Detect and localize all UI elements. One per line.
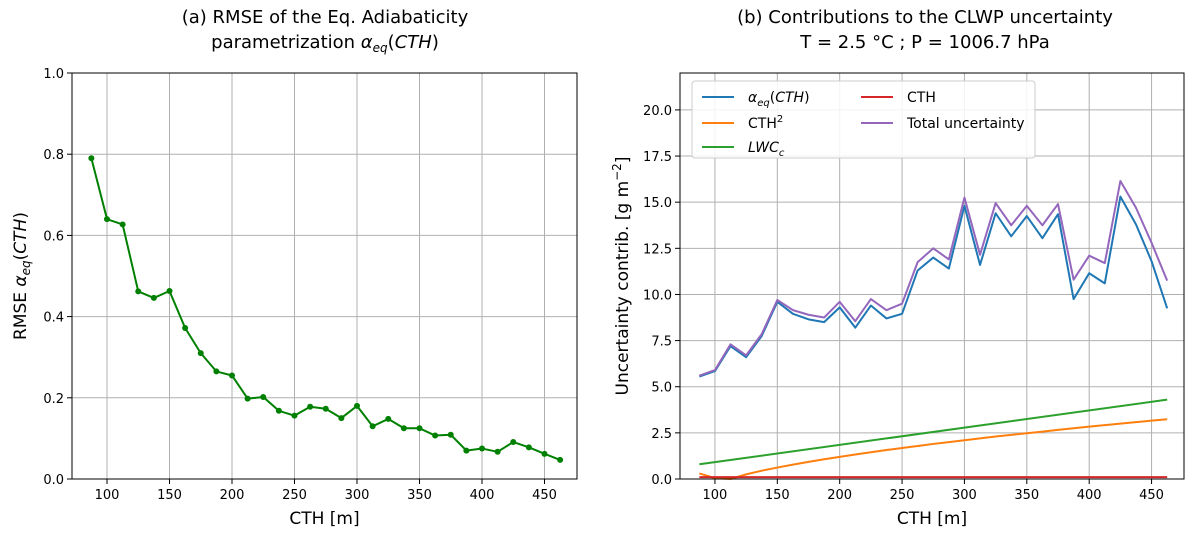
panel-a-ytick-label: 0.4 [43, 311, 64, 326]
panel-a-title-line2-text: parametrization [211, 32, 361, 53]
panel-b-ytick-label: 12.5 [643, 242, 672, 257]
legend-box [691, 80, 1036, 159]
panel-a-xtick-label: 450 [532, 488, 557, 503]
panel-a-ytick-label: 0.0 [43, 473, 64, 488]
panel-a-xtick-label: 300 [345, 488, 370, 503]
panel-b-series-2-line [699, 398, 1168, 466]
panel-a-data-point [88, 155, 95, 162]
panel-b-ytick-label: 20.0 [643, 104, 672, 119]
panel-b-xtick-label: 150 [765, 488, 790, 503]
panel-b-xtick-label: 350 [1014, 488, 1039, 503]
panel-b-ytick-label: 7.5 [651, 335, 672, 350]
panel-a-data-point [525, 444, 532, 451]
panel-a-data-point [385, 415, 392, 422]
panel-a-ticks: 100 150 200 250 300 350 400 450 0.0 0.2 0.4 0.6 0.8 1… [43, 67, 557, 503]
panel-a-data-point [416, 425, 423, 432]
panel-a-xlabel: CTH [m] [289, 509, 359, 529]
panel-a-data-point [322, 405, 329, 412]
panel-b-xtick-label: 450 [1139, 488, 1164, 503]
panel-a-data-point [213, 368, 220, 375]
panel-a-ytick-label: 0.2 [43, 392, 64, 407]
panel-b-ylabel: Uncertainty contrib. [g m−2] [610, 157, 633, 396]
panel-b-series-4-line [699, 179, 1169, 377]
panel-a-series-0-line [90, 158, 561, 461]
panel-b-xtick-label: 300 [952, 488, 977, 503]
panel-a-data-point [307, 403, 314, 410]
panel-a-data-point [150, 294, 157, 301]
legend-label-cth2: CTH2 [748, 114, 783, 132]
panel-b-ytick-label: 5.0 [651, 381, 672, 396]
panel-a-data-point [135, 288, 142, 295]
panel-a-xtick-label: 400 [470, 488, 495, 503]
panel-a-data-point [260, 393, 267, 400]
panel-a-xtick-label: 350 [407, 488, 432, 503]
legend-label-total: Total uncertainty [906, 116, 1025, 132]
panel-a-data-point [197, 350, 204, 357]
panel-b-ytick-label: 0.0 [651, 473, 672, 488]
panel-a-data-point [104, 216, 110, 223]
panel-b-xtick-label: 400 [1077, 488, 1102, 503]
panel-a-xtick-label: 250 [282, 488, 307, 503]
panel-b-series-0-line [699, 195, 1169, 378]
panel-a-data-point [479, 445, 485, 452]
panel-a-ytick-label: 1.0 [43, 67, 64, 82]
panel-b-frame [679, 72, 1185, 480]
panel-a-data-point [338, 415, 345, 422]
panel-b-ytick-label: 2.5 [651, 427, 672, 442]
panel-a-data-point [541, 450, 548, 457]
panel-a-xtick-label: 150 [157, 488, 182, 503]
panel-a-data-point [400, 425, 407, 432]
panel-a-ylabel-text: RMSE [11, 287, 31, 340]
panel-a-title-line2: parametrization αeq(CTH) [211, 32, 439, 55]
panel-a-data-point [166, 288, 173, 295]
panel-a-data-point [447, 431, 454, 438]
panel-a-xtick-label: 100 [95, 488, 120, 503]
panel-a-data-point [275, 407, 282, 414]
panel-a-ytick-label: 0.6 [43, 229, 64, 244]
panel-a-title-line1: (a) RMSE of the Eq. Adiabaticity [182, 7, 469, 28]
panel-b-series [699, 179, 1169, 480]
panel-b-plot: 100 150 200 250 300 350 400 450 0.0 2.5 5.0 7.5 10.0… [643, 72, 1185, 503]
panel-b-xtick-label: 250 [890, 488, 915, 503]
panel-a-data-point [182, 324, 189, 331]
panel-b-series-1-line [699, 418, 1168, 480]
panel-a-data-point [510, 439, 517, 446]
panel-a-ytick-label: 0.8 [43, 148, 64, 163]
legend-label-cth: CTH [907, 90, 936, 106]
panel-b-xlabel: CTH [m] [897, 509, 967, 529]
panel-b-legend: αeq(CTH) CTH2 LWCc CTH Total uncertainty [691, 80, 1036, 159]
panel-a-data-point [369, 423, 376, 430]
panel-a-data-point [557, 456, 564, 463]
panel-a-data-point [463, 447, 470, 454]
panel-b-title-line2: T = 2.5 °C ; P = 1006.7 hPa [799, 32, 1050, 53]
panel-b-ytick-label: 17.5 [643, 150, 672, 165]
panel-a-series [88, 155, 564, 463]
panel-b-ytick-label: 10.0 [643, 288, 672, 303]
panel-a-data-point [494, 448, 501, 455]
panel-a-data-point [291, 412, 298, 419]
panel-a-data-point [244, 395, 251, 402]
panel-b-xtick-label: 100 [703, 488, 728, 503]
panel-b-title-line1: (b) Contributions to the CLWP uncertaint… [737, 7, 1113, 28]
panel-a-grid [72, 72, 577, 480]
panel-a-data-point [432, 432, 439, 439]
panel-b-xtick-label: 200 [827, 488, 852, 503]
legend-label-alpha: αeq(CTH) [748, 90, 810, 109]
panel-a-frame [71, 72, 578, 480]
panel-a-data-point [354, 402, 360, 409]
panel-a-data-point [229, 372, 235, 379]
panel-a-ylabel: RMSE αeq(CTH) [11, 212, 33, 340]
panel-b-ytick-label: 15.0 [643, 196, 672, 211]
panel-b-ticks: 100 150 200 250 300 350 400 450 0.0 2.5 5.0 7.5 10.0… [643, 104, 1164, 503]
panel-a-xtick-label: 200 [220, 488, 245, 503]
legend-label-lwc: LWCc [748, 140, 785, 159]
panel-a-plot: 100 150 200 250 300 350 400 450 0.0 0.2 0.4 0.6 0.8 1… [43, 67, 578, 503]
panel-a-data-point [119, 221, 126, 228]
